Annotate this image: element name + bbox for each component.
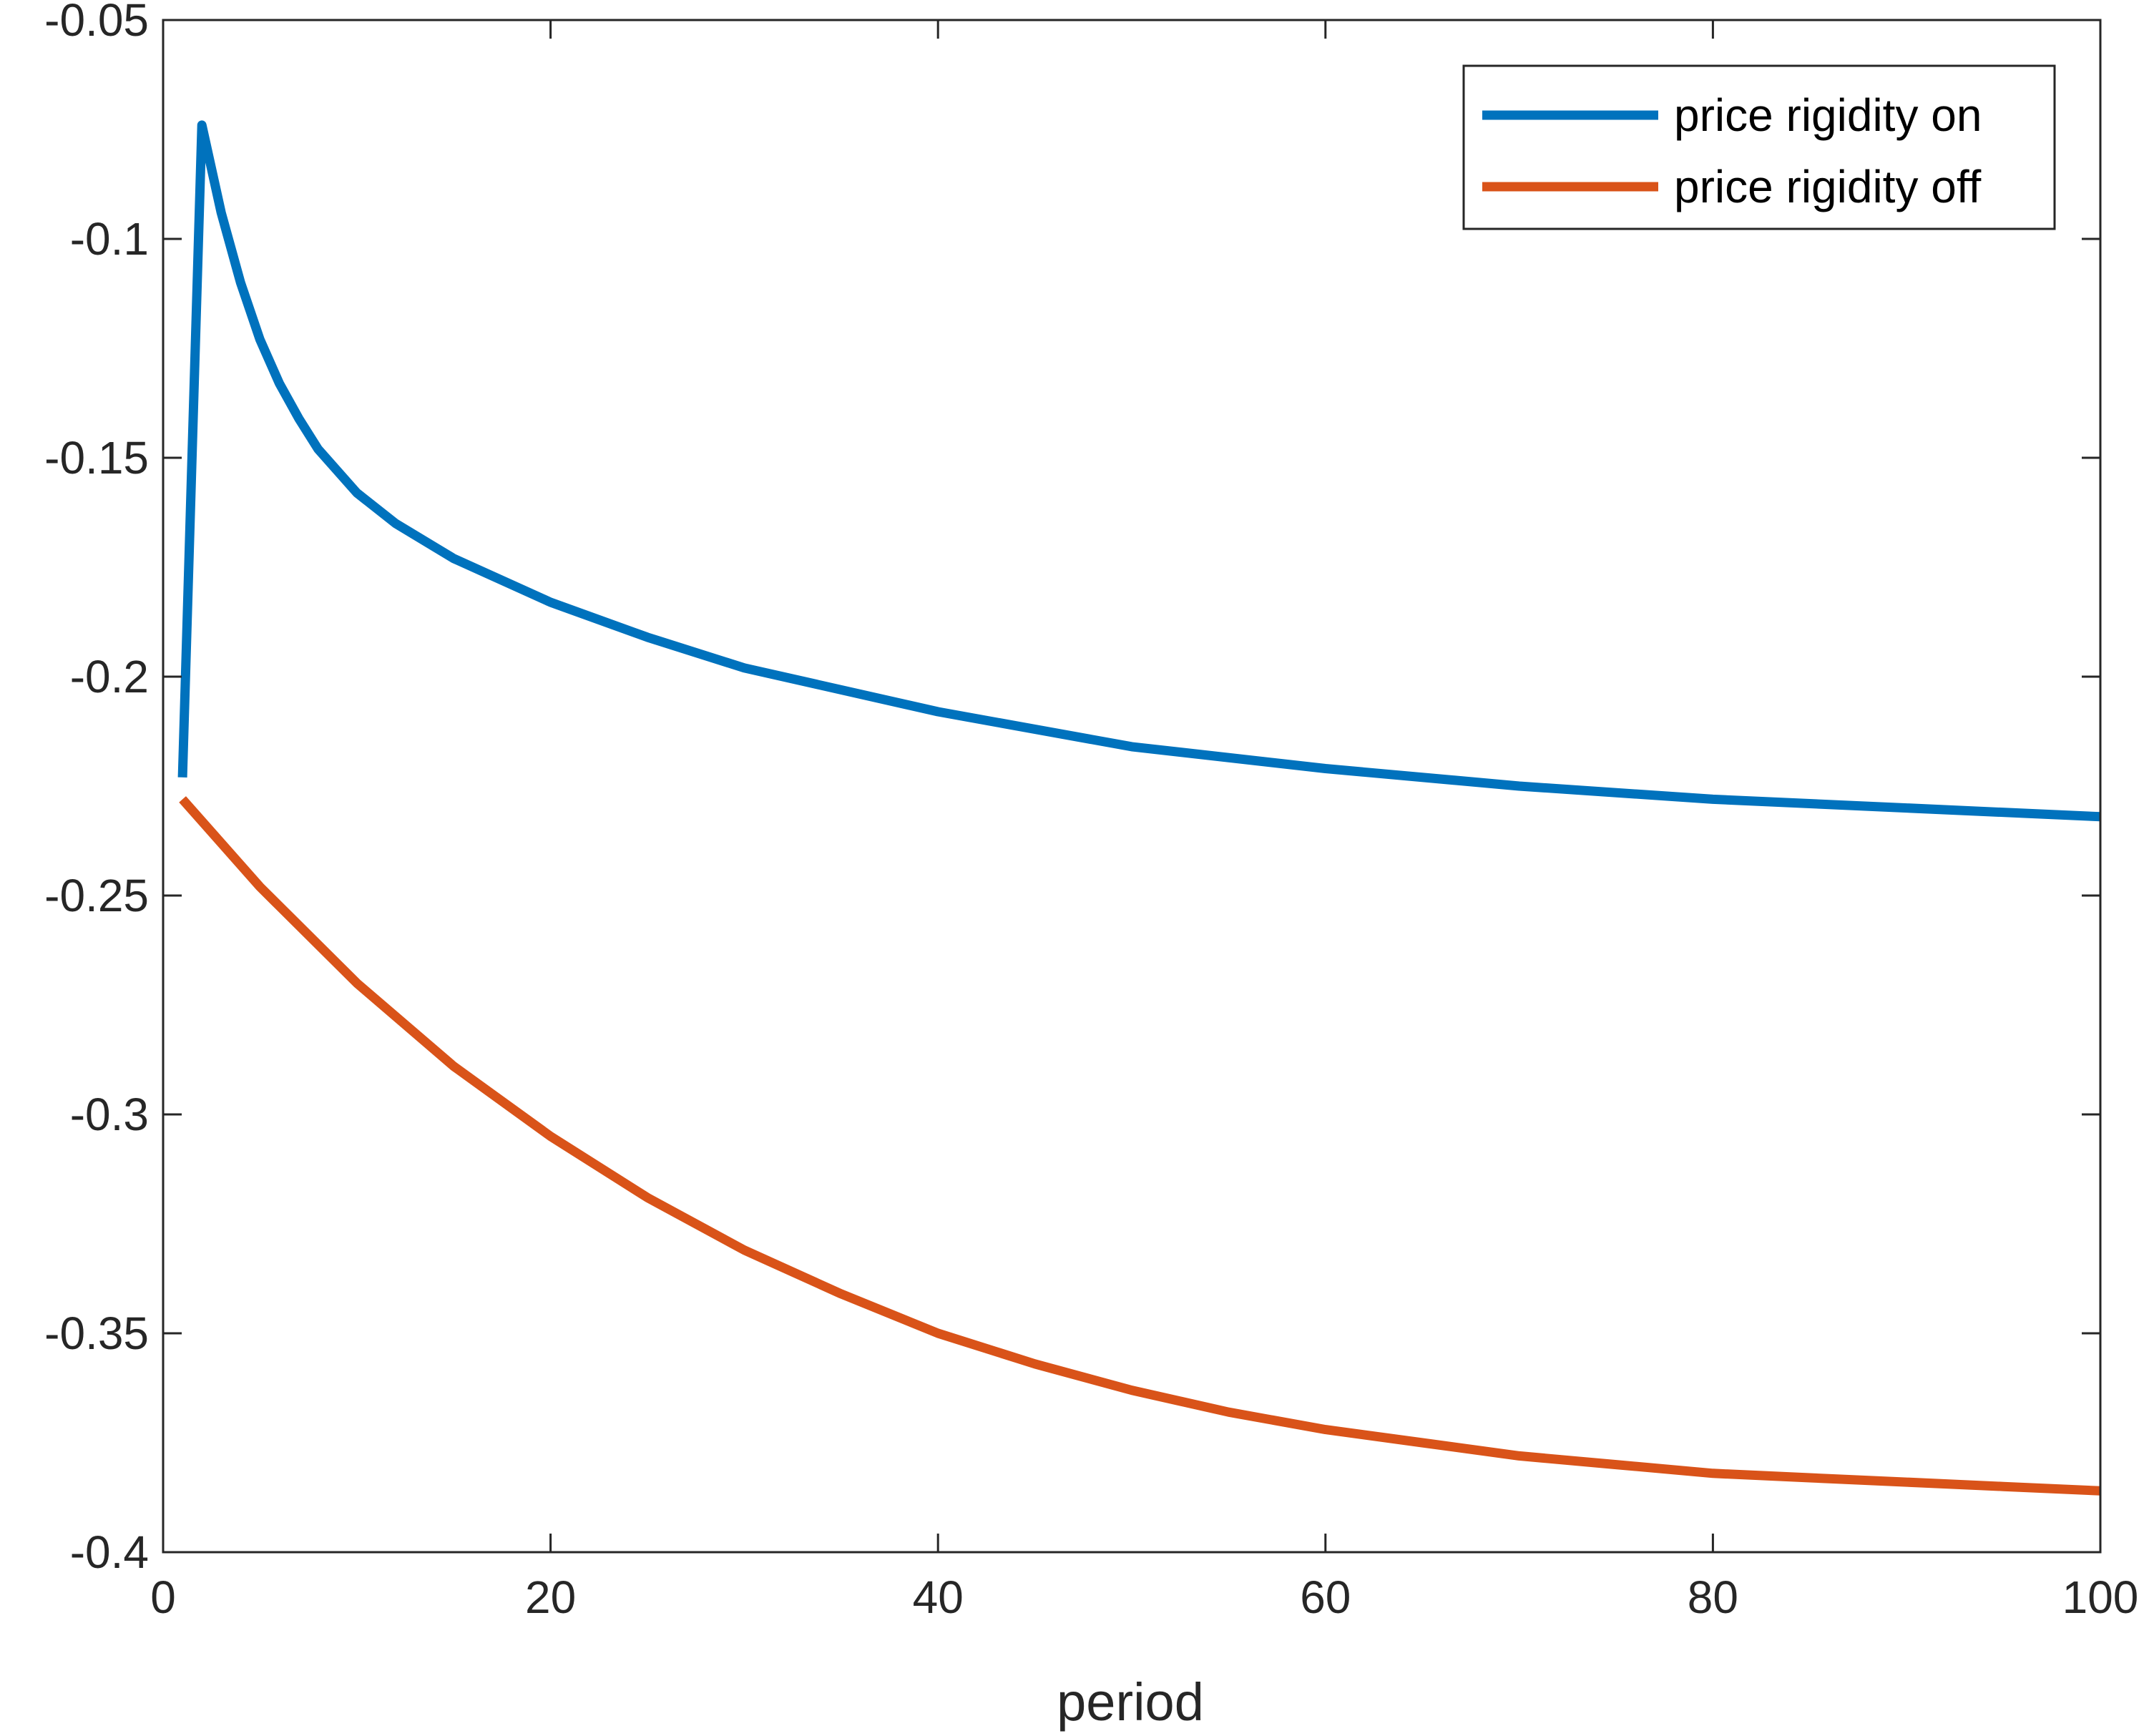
y-tick-label: -0.1 — [70, 213, 149, 265]
series-layer — [177, 120, 2101, 1496]
legend-label: price rigidity off — [1674, 161, 1981, 212]
axes-layer: 0 20 40 60 80 100 -0.05 -0.1 -0.15 -0.2 -0.25 -0.3 -… — [44, 0, 2138, 1623]
y-tick-label: -0.3 — [70, 1089, 149, 1140]
series-line-rigidity-on — [177, 120, 2101, 822]
y-tick-label: -0.15 — [44, 432, 149, 484]
y-tick-label: -0.4 — [70, 1526, 149, 1578]
legend-box — [1462, 64, 2056, 230]
y-tick-label: -0.35 — [44, 1308, 149, 1359]
y-tick-label: -0.25 — [44, 870, 149, 921]
legend-label: price rigidity on — [1674, 89, 1982, 141]
x-tick-label: 80 — [1688, 1571, 1738, 1623]
axes-box — [162, 19, 2102, 1554]
x-tick-label: 40 — [913, 1571, 964, 1623]
x-axis-label: period — [1057, 1672, 1204, 1732]
x-tick-label: 60 — [1300, 1571, 1351, 1623]
y-tick-label: -0.2 — [70, 651, 149, 702]
series-line-rigidity-off — [179, 796, 2101, 1496]
x-tick-label: 20 — [525, 1571, 576, 1623]
x-tick-label: 100 — [2062, 1571, 2139, 1623]
legend: price rigidity on price rigidity off — [1462, 64, 2056, 230]
x-tick-label: 0 — [150, 1571, 176, 1623]
y-tick-label: -0.05 — [44, 0, 149, 46]
